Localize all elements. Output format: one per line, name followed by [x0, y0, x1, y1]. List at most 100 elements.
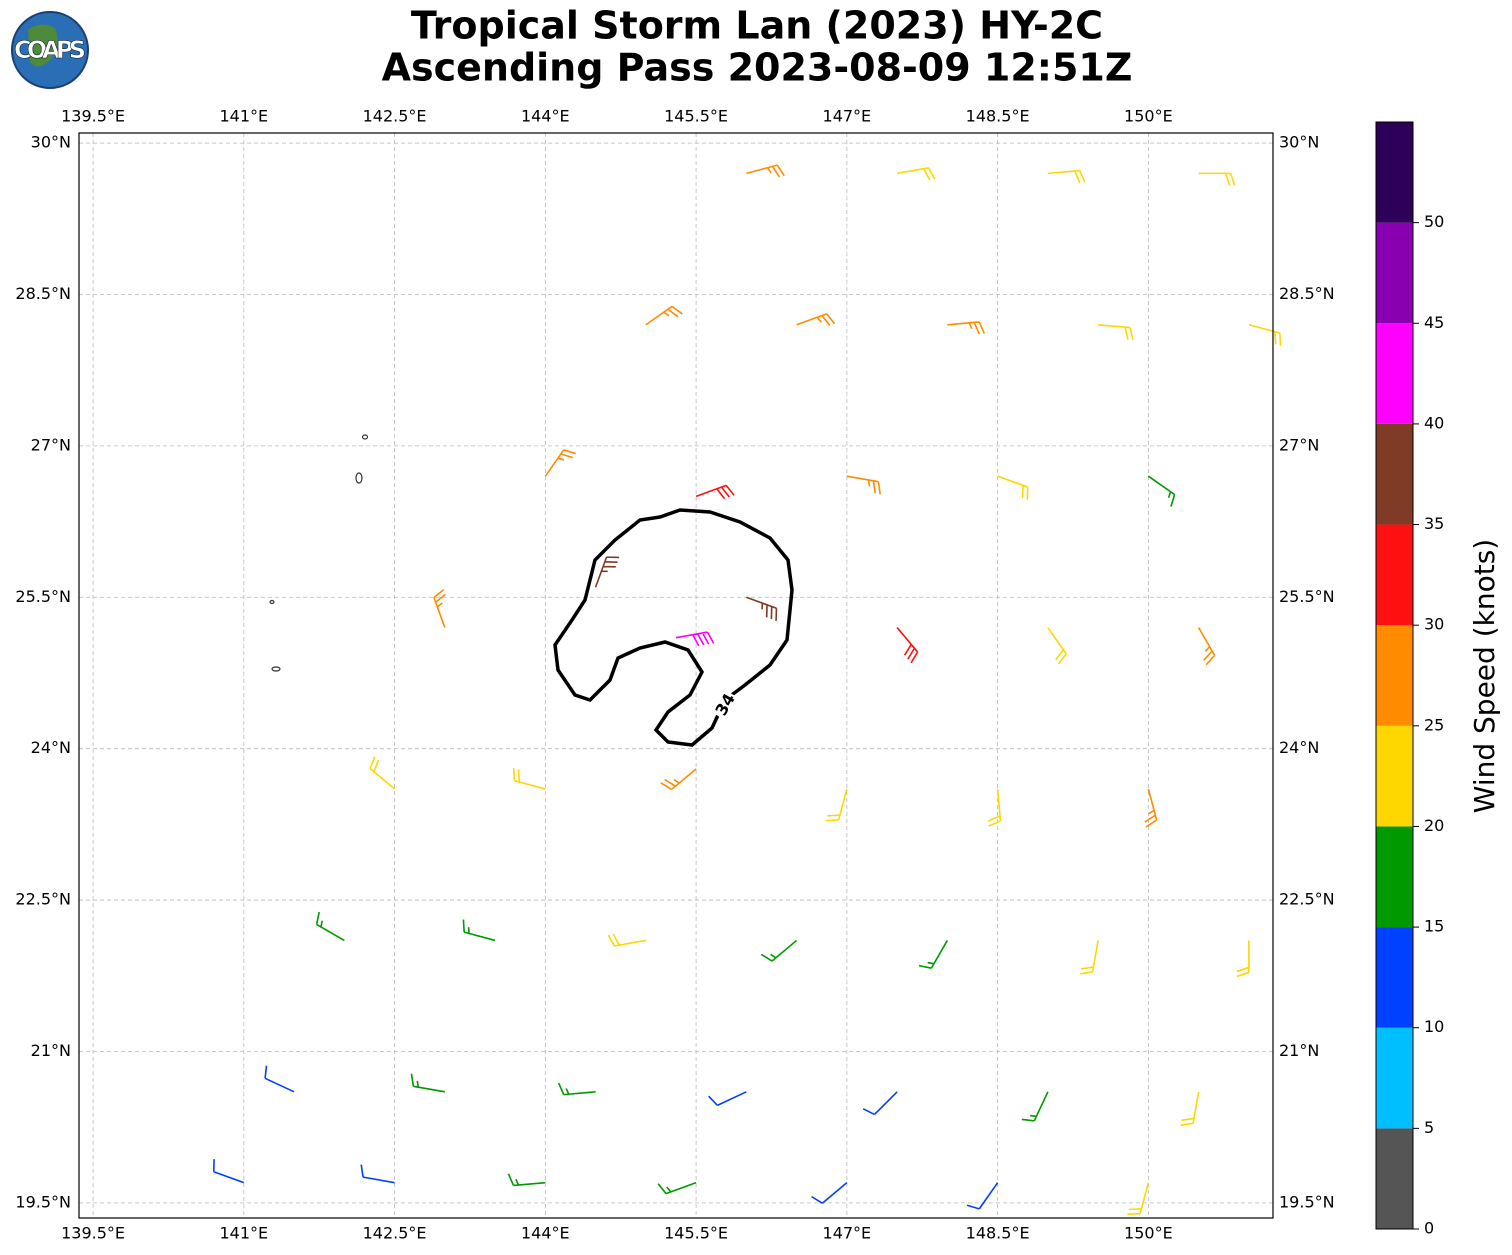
colorbar: 0 5 10 15 20 25 30 35 40 45 50: [1375, 121, 1444, 1238]
wind-barb: [410, 1073, 445, 1093]
wind-barb: [760, 939, 798, 962]
wind-barb: [660, 768, 697, 791]
wind-barb: [746, 596, 778, 621]
wind-barb: [1197, 627, 1216, 666]
wind-barb: [645, 305, 683, 326]
wind-barb: [825, 788, 848, 822]
contour-34kt: [553, 508, 794, 747]
wind-barb: [1021, 1091, 1049, 1122]
colorbar-segment: [1376, 625, 1413, 726]
colorbar-tick-label: 35: [1424, 514, 1444, 533]
lat-tick-label: 25.5°N: [1279, 587, 1335, 606]
wind-barb: [360, 1164, 395, 1184]
colorbar-segment: [1376, 122, 1413, 223]
wind-barb: [746, 164, 785, 178]
colorbar-segment: [1376, 927, 1413, 1028]
lat-tick-label: 27°N: [1279, 435, 1319, 454]
wind-barb: [896, 627, 919, 664]
wind-barb: [607, 933, 646, 947]
wind-barb: [708, 1091, 747, 1107]
colorbar-tick-label: 50: [1424, 212, 1444, 231]
logo: COAPS: [11, 11, 89, 89]
island: [361, 434, 369, 440]
colorbar-frame: [1375, 121, 1414, 1230]
map-frame: [78, 132, 1274, 1219]
lon-tick-label: 144°E: [521, 107, 570, 126]
wind-barb: [657, 1181, 697, 1195]
island: [355, 472, 363, 484]
colorbar-segment: [1376, 222, 1413, 324]
wind-barb: [918, 940, 949, 969]
logo-text: COAPS: [14, 36, 86, 64]
colorbar-tick-label: 20: [1424, 816, 1444, 835]
lat-tick-label: 21°N: [1279, 1041, 1319, 1060]
lon-tick-label: 145.5°E: [664, 1224, 728, 1243]
wind-barb: [1047, 627, 1067, 665]
lon-tick-label: 150°E: [1124, 107, 1173, 126]
wind-barb: [512, 768, 546, 790]
lon-tick-label: 141°E: [220, 1224, 269, 1243]
lon-tick-label: 139.5°E: [61, 1224, 125, 1243]
wind-barb: [811, 1182, 848, 1204]
wind-barb: [433, 588, 447, 628]
island: [269, 599, 275, 605]
wind-barb: [1144, 788, 1158, 828]
wind-barb: [369, 756, 396, 790]
lon-tick-label: 142.5°E: [363, 107, 427, 126]
wind-barb: [675, 631, 715, 647]
lat-tick-label: 22.5°N: [1279, 890, 1335, 909]
wind-barbs: [212, 164, 1282, 1216]
colorbar-tick-label: 25: [1424, 715, 1444, 734]
wind-barb: [1198, 172, 1236, 186]
lat-tick-label: 28.5°N: [1279, 284, 1335, 303]
title: Tropical Storm Lan (2023) HY-2C: [411, 4, 1103, 48]
islands: [269, 434, 369, 672]
colorbar-segment: [1376, 826, 1413, 928]
lat-tick-label: 19.5°N: [15, 1192, 71, 1211]
lat-tick-label: 27°N: [31, 435, 71, 454]
grid: 139.5°E 139.5°E 141°E 141°E 142.5°E 142.5°E 14…: [15, 107, 1334, 1243]
wind-barb: [1248, 323, 1282, 346]
wind-barb: [1127, 1182, 1150, 1216]
colorbar-tick-label: 5: [1424, 1118, 1434, 1137]
colorbar-segment: [1376, 524, 1413, 626]
lon-tick-label: 142.5°E: [363, 1224, 427, 1243]
lat-tick-label: 25.5°N: [15, 587, 71, 606]
wind-barb: [988, 788, 1002, 827]
wind-barb: [1147, 475, 1176, 507]
wind-barb: [947, 321, 986, 335]
wind-barb: [1098, 323, 1134, 341]
lat-tick-label: 22.5°N: [15, 890, 71, 909]
wind-barb: [695, 484, 735, 500]
wind-barb: [1047, 169, 1086, 183]
colorbar-label: Wind Speed (knots): [1468, 539, 1501, 813]
colorbar-segment: [1376, 725, 1413, 827]
island: [271, 666, 281, 672]
wind-barb: [1079, 940, 1099, 975]
colorbar-tick-label: 0: [1424, 1219, 1434, 1238]
wind-barb: [594, 556, 620, 588]
wind-barb: [544, 449, 577, 477]
lon-tick-label: 147°E: [823, 107, 872, 126]
wind-barb: [315, 911, 345, 942]
colorbar-segment: [1376, 323, 1413, 424]
lat-tick-label: 24°N: [1279, 738, 1319, 757]
wind-barb: [507, 1173, 546, 1187]
colorbar-segment: [1376, 423, 1413, 525]
wind-barb: [966, 1182, 999, 1210]
wind-barb: [212, 1159, 245, 1184]
wind-barb: [462, 919, 496, 942]
title: Ascending Pass 2023-08-09 12:51Z: [382, 46, 1133, 90]
lon-tick-label: 141°E: [220, 107, 269, 126]
lon-tick-label: 139.5°E: [61, 107, 125, 126]
colorbar-tick-label: 40: [1424, 413, 1444, 432]
wind-barb: [862, 1091, 898, 1116]
colorbar-tick-label: 45: [1424, 313, 1444, 332]
wind-barb: [557, 1082, 596, 1096]
lon-tick-label: 147°E: [823, 1224, 872, 1243]
lat-tick-label: 30°N: [31, 133, 71, 152]
wind-barb: [846, 475, 882, 495]
lon-tick-label: 144°E: [521, 1224, 570, 1243]
contour-label-bg: [705, 686, 745, 724]
wind-barb: [997, 475, 1029, 500]
